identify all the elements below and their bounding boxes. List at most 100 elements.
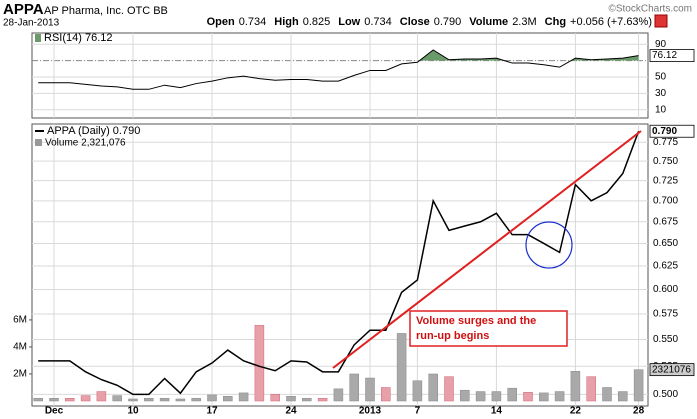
stat-label: Volume [469, 16, 508, 28]
volume-last-label-box [649, 363, 695, 377]
y-tick-label: 0.650 [653, 238, 678, 249]
rsi-overbought-fill [38, 49, 639, 61]
stat-label: Open [207, 16, 235, 28]
volume-bar [586, 376, 596, 402]
x-tick-label: 2013 [359, 406, 382, 417]
annotation-box [409, 310, 568, 347]
volume-bar [349, 373, 359, 402]
volume-bar [302, 398, 312, 402]
y-tick-label: 0.600 [653, 284, 678, 295]
change-icon [654, 14, 668, 28]
volume-bar [396, 333, 407, 402]
volume-legend: Volume 2,321,076 [45, 138, 126, 149]
volume-bar [317, 398, 328, 402]
stat-value: 0.790 [434, 16, 462, 28]
volume-bar [460, 389, 470, 402]
volume-bar [96, 391, 107, 402]
rsi-tick-label: 30 [655, 88, 667, 99]
volume-bar [128, 398, 138, 402]
stat-value: +0.056 (+7.63%) [570, 16, 652, 28]
volume-bar [602, 387, 612, 402]
rsi-last-label: 76.12 [652, 50, 677, 61]
ticker: APPA [3, 1, 44, 18]
volume-bar [49, 398, 59, 402]
volume-bar [238, 392, 249, 402]
price-panel [31, 123, 649, 407]
stat-value: 0.825 [303, 16, 331, 28]
volume-bar [539, 392, 549, 402]
volume-tick-label: 4M [13, 342, 27, 353]
trend-line [332, 130, 642, 369]
volume-bar [554, 391, 565, 402]
x-tick-label: 7 [415, 406, 421, 417]
stats: Open 0.734 High 0.825 Low 0.734 Close 0.790 Volu… [207, 16, 652, 28]
y-tick-label: 0.725 [653, 175, 678, 186]
volume-legend-icon [35, 139, 42, 146]
rsi-legend: RSI(14) 76.12 [44, 32, 112, 44]
x-tick-label: Dec [45, 406, 64, 417]
stat-label: Low [338, 16, 360, 28]
y-tick-label: 0.750 [653, 156, 678, 167]
volume-bar [223, 396, 233, 402]
rsi-last-label-box [649, 49, 695, 62]
volume-bar [633, 369, 644, 402]
stat-value: 0.734 [364, 16, 392, 28]
volume-bar [381, 387, 391, 402]
rsi-panel [31, 32, 649, 119]
volume-bar [33, 398, 43, 402]
date: 28-Jan-2013 [3, 18, 60, 29]
volume-bar [491, 391, 502, 402]
highlight-circle [525, 221, 573, 269]
price-last-label: 0.790 [652, 126, 677, 137]
volume-bar [475, 391, 486, 402]
volume-bar [254, 325, 265, 402]
x-tick-label: 22 [570, 406, 582, 417]
volume-bar [80, 395, 91, 402]
y-tick-label: 0.500 [653, 389, 678, 400]
volume-bar [191, 398, 201, 402]
volume-bar [333, 388, 344, 402]
rsi-legend-icon [35, 34, 41, 42]
price-last-label-box [649, 124, 695, 138]
rsi-line [38, 49, 639, 90]
x-tick-label: 14 [491, 406, 503, 417]
volume-bar [159, 398, 170, 402]
x-tick-label: 28 [633, 406, 645, 417]
rsi-tick-label: 90 [655, 39, 667, 50]
rsi-tick-label: 50 [655, 72, 667, 83]
stat-label: Close [400, 16, 430, 28]
volume-bar [507, 387, 517, 402]
volume-bar [65, 398, 75, 402]
stat-label: High [274, 16, 299, 28]
volume-bar [286, 396, 296, 402]
y-tick-label: 0.775 [653, 137, 678, 148]
y-tick-label: 0.625 [653, 261, 678, 272]
price-legend: APPA (Daily) 0.790 [47, 125, 140, 137]
stat-value: 0.734 [239, 16, 267, 28]
volume-bar [207, 394, 217, 402]
volume-bar [175, 398, 186, 402]
annotation-text: run-up begins [416, 330, 489, 342]
company: AP Pharma, Inc. OTC BB [44, 5, 168, 17]
volume-bar [570, 371, 581, 402]
price-line [38, 130, 640, 396]
volume-bar [112, 395, 122, 402]
y-tick-label: 0.675 [653, 216, 678, 227]
volume-bar [618, 391, 628, 402]
volume-bar [365, 377, 375, 402]
rsi-tick-label: 10 [655, 104, 667, 115]
volume-bar [270, 393, 280, 402]
volume-bar [428, 373, 438, 402]
volume-last-label: 2321076 [652, 364, 691, 375]
y-tick-label: 0.550 [653, 334, 678, 345]
x-tick-label: 10 [127, 406, 139, 417]
volume-tick-label: 2M [13, 369, 27, 380]
x-tick-label: 17 [206, 406, 218, 417]
x-tick-label: 24 [285, 406, 297, 417]
stat-label: Chg [545, 16, 566, 28]
volume-bar [523, 391, 533, 402]
source: ©StockCharts.com [608, 4, 692, 15]
volume-bar [444, 376, 454, 402]
